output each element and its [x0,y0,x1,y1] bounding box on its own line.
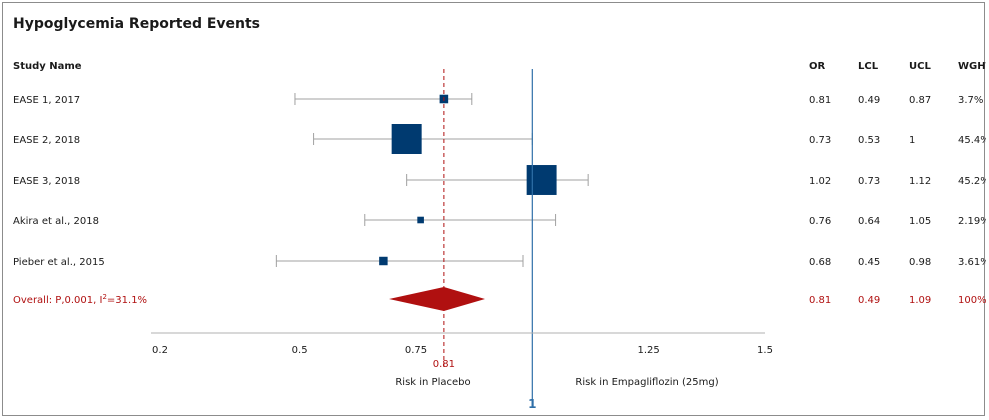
overall-or: 0.81 [809,295,831,306]
x-tick-label: 1.5 [757,345,773,356]
study-marker [417,216,424,224]
study-lcl: 0.53 [858,135,880,146]
overall-lcl: 0.49 [858,295,880,306]
study-name: Akira et al., 2018 [13,216,99,227]
study-lcl: 0.64 [858,216,880,227]
x-tick-label: 0.2 [152,345,168,356]
study-name: EASE 3, 2018 [13,176,80,187]
study-ucl: 1.05 [909,216,931,227]
x-tick-label: 0.5 [292,345,308,356]
study-marker [391,124,422,154]
study-ucl: 0.87 [909,95,931,106]
study-lcl: 0.45 [858,257,880,268]
study-lcl: 0.49 [858,95,880,106]
study-or: 1.02 [809,176,831,187]
header-ucl: UCL [909,61,931,72]
header-or: OR [809,61,826,72]
overall-label: Overall: P,0.001, I2=31.1% [13,293,147,306]
overall-weight: 100% [958,295,986,306]
header-study: Study Name [13,61,82,72]
overall-label-superscript: 2 [102,293,106,301]
study-weight: 3.7% [958,95,983,106]
chart-title: Hypoglycemia Reported Events [13,16,260,32]
overall-diamond [389,287,485,311]
x-tick-label: 1.25 [638,345,660,356]
forest-plot: Hypoglycemia Reported Events Study Name OR… [13,16,986,411]
overall-ucl: 1.09 [909,295,931,306]
study-name: EASE 2, 2018 [13,135,80,146]
study-or: 0.81 [809,95,831,106]
overall-effect-label: 0.81 [433,359,455,370]
overall-label-suffix: =31.1% [107,295,147,306]
study-name: Pieber et al., 2015 [13,257,105,268]
study-marker [379,256,388,266]
study-ucl: 1 [909,135,915,146]
x-tick-label: 0.75 [405,345,427,356]
study-weight: 2.19% [958,216,986,227]
study-or: 0.68 [809,257,831,268]
study-ucl: 0.98 [909,257,931,268]
study-or: 0.73 [809,135,831,146]
header-lcl: LCL [858,61,879,72]
study-or: 0.76 [809,216,831,227]
study-weight: 45.2% [958,176,986,187]
study-ucl: 1.12 [909,176,931,187]
reference-line-label: 1 [528,397,536,411]
study-name: EASE 1, 2017 [13,95,80,106]
study-lcl: 0.73 [858,176,880,187]
study-marker [526,165,557,195]
left-caption: Risk in Placebo [395,377,470,388]
study-weight: 45.4% [958,135,986,146]
study-weight: 3.61% [958,257,986,268]
header-weight: WGHT [958,61,986,72]
right-caption: Risk in Empagliflozin (25mg) [575,377,718,388]
